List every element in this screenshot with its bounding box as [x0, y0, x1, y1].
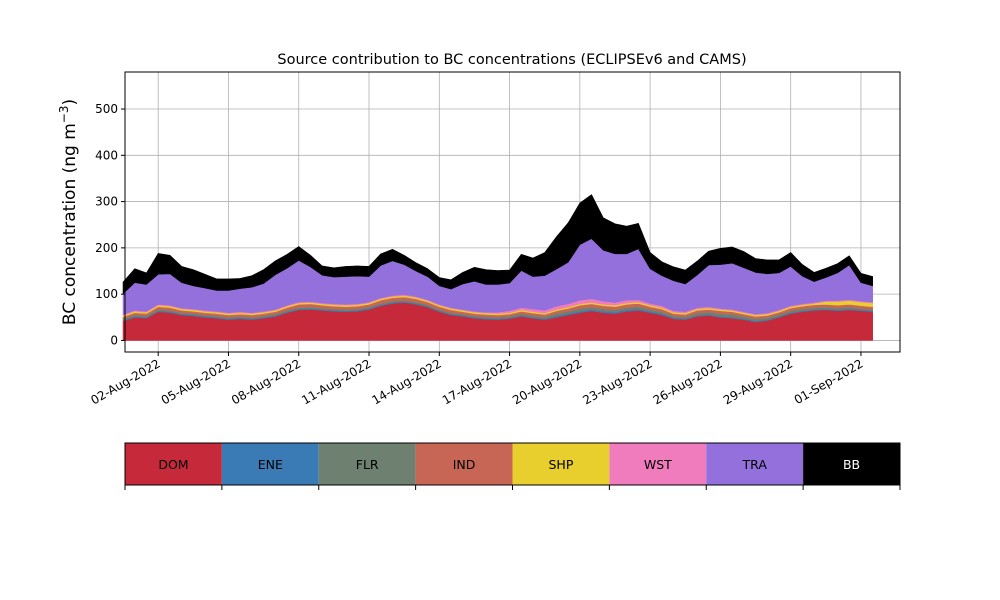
- legend-label-wst: WST: [644, 457, 672, 472]
- y-tick-label: 500: [95, 102, 118, 116]
- legend-label-shp: SHP: [549, 457, 574, 472]
- y-tick-label: 200: [95, 241, 118, 255]
- area-series-group: [122, 194, 873, 341]
- y-axis-label-exponent: −3: [57, 105, 71, 123]
- legend-label-tra: TRA: [742, 457, 768, 472]
- x-tick-label: 08-Aug-2022: [229, 356, 303, 407]
- legend-swatch-bb: [803, 443, 900, 485]
- x-tick-label: 11-Aug-2022: [299, 356, 373, 407]
- legend-swatch-dom: [125, 443, 222, 485]
- axes: 0 100 200 300 400 500 02-Aug-202205-Aug-202208…: [88, 71, 901, 407]
- y-axis-label-close: ): [60, 99, 80, 106]
- legend-label-flr: FLR: [356, 457, 379, 472]
- legend-swatch-ene: [221, 443, 319, 485]
- legend-swatch-wst: [609, 443, 707, 485]
- legend-swatch-shp: [512, 443, 610, 485]
- legend-label-dom: DOM: [158, 457, 188, 472]
- x-tick-label: 01-Sep-2022: [792, 356, 866, 407]
- x-tick-label: 02-Aug-2022: [88, 356, 162, 407]
- y-axis-label: BC concentration (ng m−3): [57, 99, 80, 325]
- legend-swatch-ind: [415, 443, 513, 485]
- legend-label-bb: BB: [843, 457, 860, 472]
- x-tick-label: 26-Aug-2022: [651, 356, 725, 407]
- x-tick-label: 05-Aug-2022: [159, 356, 233, 407]
- x-tick-label: 23-Aug-2022: [580, 356, 654, 407]
- x-tick-label: 20-Aug-2022: [510, 356, 584, 407]
- legend-swatch-tra: [706, 443, 804, 485]
- legend-swatch-flr: [318, 443, 416, 485]
- legend-label-ene: ENE: [258, 457, 283, 472]
- x-tick-label: 17-Aug-2022: [440, 356, 514, 407]
- y-tick-label: 100: [95, 287, 118, 301]
- area-series-bb: [122, 194, 873, 294]
- y-axis-label-text: BC concentration (ng m: [60, 123, 80, 325]
- y-tick-label: 300: [95, 195, 118, 209]
- x-tick-label: 14-Aug-2022: [370, 356, 444, 407]
- x-tick-label: 29-Aug-2022: [721, 356, 795, 407]
- y-tick-label: 0: [110, 333, 118, 347]
- legend-colorbar: DOM ENE FLR IND SHP WST TRA BB: [124, 442, 901, 490]
- legend-label-ind: IND: [453, 457, 476, 472]
- y-tick-label: 400: [95, 148, 118, 162]
- plot-frame: [124, 71, 901, 353]
- chart-title: Source contribution to BC concentrations…: [277, 52, 746, 68]
